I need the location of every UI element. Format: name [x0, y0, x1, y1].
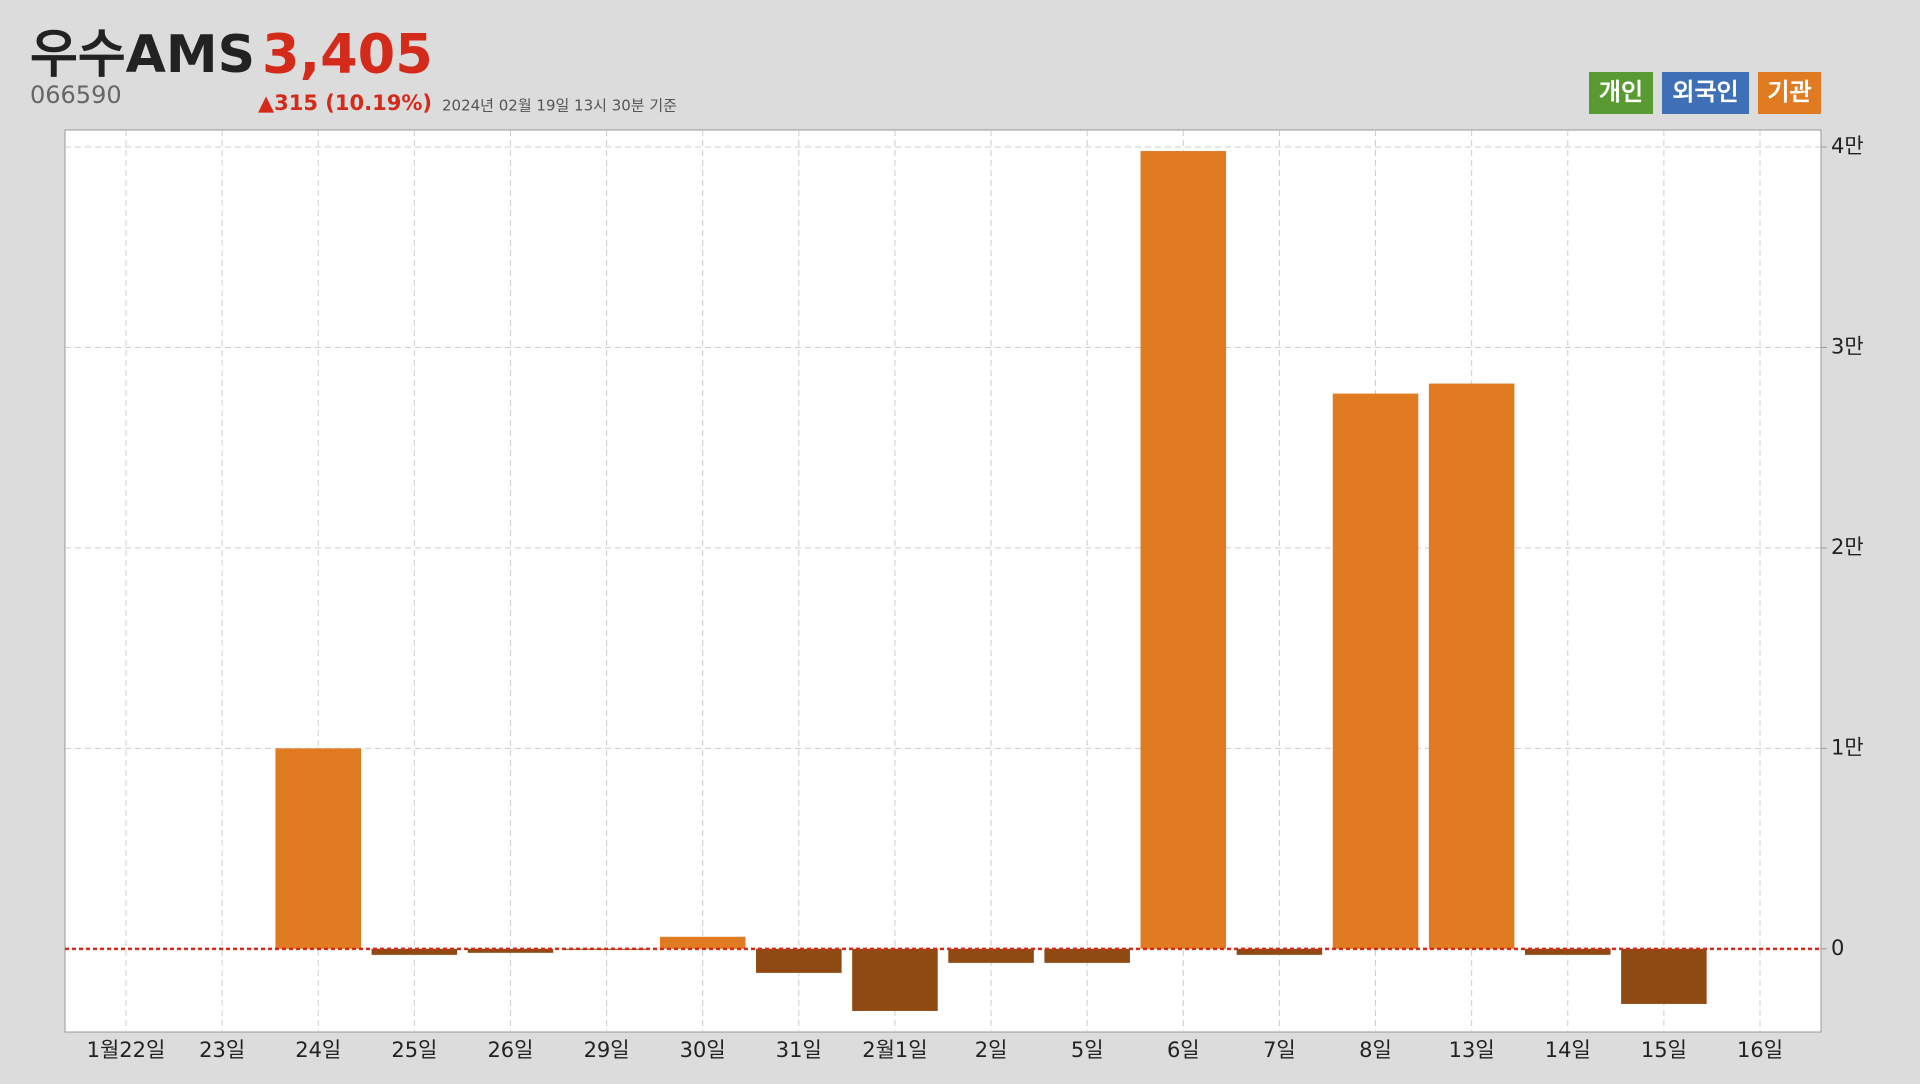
- price-change: ▲315 (10.19%): [258, 91, 432, 115]
- stock-name: 우수AMS: [30, 25, 255, 85]
- bar: [1236, 948, 1323, 955]
- legend-button[interactable]: [1589, 72, 1653, 114]
- bar: [1428, 383, 1515, 949]
- legend-label[interactable]: 외국인: [1672, 78, 1738, 106]
- bar: [1524, 948, 1611, 955]
- bar: [1332, 393, 1419, 949]
- x-tick-label: 26일: [487, 1038, 533, 1062]
- bar: [275, 748, 362, 949]
- bar: [948, 948, 1034, 963]
- legend-label[interactable]: 개인: [1599, 78, 1643, 106]
- x-tick-label: 23일: [199, 1038, 245, 1062]
- x-tick-label: 1월22일: [87, 1038, 166, 1062]
- bar: [1621, 948, 1707, 1004]
- x-tick-label: 15일: [1641, 1038, 1687, 1062]
- legend-label[interactable]: 기관: [1767, 78, 1811, 106]
- y-tick-label: 3만: [1831, 334, 1864, 358]
- bar: [659, 936, 746, 949]
- legend-button[interactable]: [1662, 72, 1749, 114]
- timestamp: 2024년 02월 19일 13시 30분 기준: [442, 97, 677, 115]
- x-tick-label: 8일: [1359, 1038, 1392, 1062]
- x-tick-label: 24일: [295, 1038, 341, 1062]
- y-tick-label: 1만: [1831, 735, 1864, 759]
- x-tick-label: 30일: [680, 1038, 726, 1062]
- x-tick-label: 5일: [1071, 1038, 1104, 1062]
- stock-code: 066590: [30, 81, 122, 109]
- y-tick-label: 4만: [1831, 134, 1864, 158]
- bar: [756, 948, 842, 973]
- x-tick-label: 14일: [1545, 1038, 1591, 1062]
- bar: [1140, 151, 1227, 949]
- x-tick-label: 7일: [1263, 1038, 1296, 1062]
- x-tick-label: 31일: [776, 1038, 822, 1062]
- y-tick-label: 2만: [1831, 535, 1864, 559]
- y-tick-label: 0: [1831, 936, 1844, 960]
- x-tick-label: 25일: [391, 1038, 437, 1062]
- x-tick-label: 16일: [1737, 1038, 1783, 1062]
- bar: [852, 948, 938, 1011]
- x-tick-label: 2일: [975, 1038, 1008, 1062]
- bar: [371, 948, 458, 955]
- x-tick-label: 2월1일: [862, 1038, 927, 1062]
- x-tick-label: 13일: [1449, 1038, 1495, 1062]
- bar: [1044, 948, 1130, 963]
- legend-button[interactable]: [1758, 72, 1821, 114]
- stock-price: 3,405: [262, 23, 433, 86]
- x-tick-label: 29일: [584, 1038, 630, 1062]
- bar: [467, 948, 554, 953]
- x-tick-label: 6일: [1167, 1038, 1200, 1062]
